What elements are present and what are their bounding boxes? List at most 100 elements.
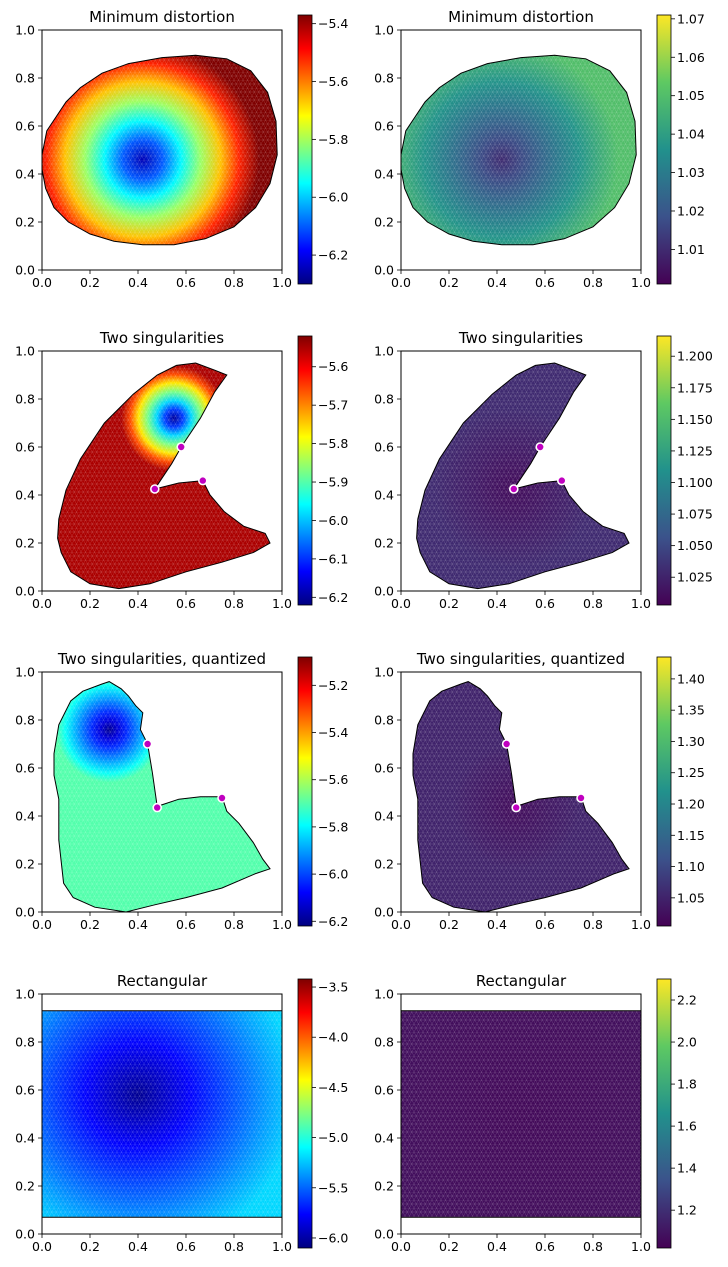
colorbar-tick-label: 1.8 (677, 1077, 697, 1092)
y-tick-label: 1.0 (374, 344, 394, 359)
colorbar-gradient (297, 14, 313, 285)
y-tick-label: 0.8 (15, 1035, 35, 1050)
colorbar-tick-label: 1.30 (677, 734, 705, 749)
y-tick-label: 0.8 (374, 713, 394, 728)
y-tick-label: 0.4 (15, 809, 35, 824)
colorbar-tick-label: −5.6 (318, 359, 348, 374)
y-tick-label: 0.4 (15, 488, 35, 503)
x-tick-label: 0.0 (391, 1239, 411, 1254)
y-tick-label: 0.2 (15, 857, 35, 872)
y-tick-label: 0.4 (15, 167, 35, 182)
colorbar-tick-label: 1.04 (677, 127, 705, 142)
subplot-2: 0.0 0.2 0.4 0.6 0.8 1.0 0.0 0.2 0.4 0.6 0.8 1.0 Mini… (374, 8, 705, 290)
singularity-point (198, 475, 208, 486)
subplot-7: 0.0 0.2 0.4 0.6 0.8 1.0 0.0 0.2 0.4 0.6 0.8 1.0 Rect… (15, 972, 348, 1254)
x-tick-label: 1.0 (631, 1239, 651, 1254)
y-tick-label: 0.8 (15, 392, 35, 407)
singularity-point (511, 802, 522, 813)
singularity-point (508, 484, 519, 494)
subplot-title: Two singularities, quantized (416, 650, 625, 668)
y-tick-label: 0.2 (374, 1179, 394, 1194)
colorbar-tick-label: −5.5 (318, 1180, 348, 1195)
x-tick-label: 0.4 (487, 917, 507, 932)
heatmap-field (42, 1010, 282, 1218)
y-tick-label: 0.6 (15, 761, 35, 776)
heatmap-field (54, 681, 270, 912)
colorbar-tick-label: 1.05 (677, 890, 705, 905)
colorbar-tick-label: −6.2 (318, 590, 348, 605)
x-tick-label: 0.2 (439, 596, 459, 611)
colorbar-tick-label: 1.075 (677, 507, 713, 522)
colorbar-tick-label: 1.06 (677, 50, 705, 65)
y-tick-label: 0.0 (374, 905, 394, 920)
y-tick-label: 0.0 (15, 905, 35, 920)
colorbar-tick-label: −6.0 (318, 190, 348, 205)
x-tick-label: 0.6 (176, 596, 196, 611)
heatmap-field (401, 1010, 641, 1218)
colorbar-tick-label: 1.050 (677, 538, 713, 553)
domain-boundary (53, 681, 271, 913)
x-tick-label: 0.0 (32, 917, 52, 932)
x-tick-label: 0.4 (128, 917, 148, 932)
colorbar: 1.40 1.35 1.30 1.25 1.20 1.15 1.10 1.05 (656, 656, 705, 927)
x-tick-label: 0.2 (439, 917, 459, 932)
x-tick-label: 0.8 (583, 917, 603, 932)
domain-boundary (41, 54, 278, 246)
colorbar-tick-label: −5.9 (318, 475, 348, 490)
colorbar-tick-label: 1.2 (677, 1203, 697, 1218)
heatmap-field (401, 55, 637, 245)
singularity-point (501, 739, 512, 749)
colorbar-tick-label: 1.150 (677, 412, 713, 427)
y-tick-label: 0.0 (374, 263, 394, 278)
colorbar-tick-label: 1.07 (677, 11, 705, 26)
subplot-title: Two singularities (458, 329, 583, 347)
x-tick-label: 0.0 (391, 596, 411, 611)
x-tick-label: 0.4 (487, 596, 507, 611)
colorbar-tick-label: −5.4 (318, 16, 348, 31)
axes-frame (41, 993, 283, 1235)
x-tick-label: 0.2 (80, 275, 100, 290)
x-tick-label: 0.0 (391, 917, 411, 932)
colorbar-tick-label: −5.8 (318, 819, 348, 834)
x-tick-label: 0.2 (439, 1239, 459, 1254)
x-tick-label: 0.8 (583, 275, 603, 290)
singularity-point (535, 442, 546, 452)
y-tick-label: 0.2 (374, 215, 394, 230)
colorbar-tick-label: 1.125 (677, 443, 713, 458)
colorbar: −5.6 −5.7 −5.8 −5.9 −6.0 −6.1 −6.2 (297, 335, 348, 606)
x-tick-label: 0.6 (176, 917, 196, 932)
y-tick-label: 0.8 (15, 71, 35, 86)
singularity-point (152, 802, 162, 813)
domain-boundary (400, 54, 637, 246)
y-tick-label: 0.8 (15, 713, 35, 728)
singularity-point (150, 484, 160, 494)
x-tick-label: 1.0 (631, 917, 651, 932)
colorbar-tick-label: 1.05 (677, 88, 705, 103)
colorbar-tick-label: 1.02 (677, 203, 705, 218)
x-tick-label: 0.8 (224, 1239, 244, 1254)
singularity-point (556, 475, 567, 486)
y-tick-label: 0.6 (374, 1083, 394, 1098)
colorbar-gradient (656, 656, 672, 927)
colorbar-tick-label: 1.25 (677, 765, 705, 780)
x-tick-label: 1.0 (272, 917, 292, 932)
y-tick-label: 0.4 (374, 167, 394, 182)
x-tick-label: 0.2 (80, 596, 100, 611)
x-tick-label: 0.4 (487, 1239, 507, 1254)
colorbar-tick-label: 1.025 (677, 570, 713, 585)
colorbar-tick-label: −5.6 (318, 772, 348, 787)
y-tick-label: 0.0 (374, 1227, 394, 1242)
y-tick-label: 1.0 (15, 23, 35, 38)
colorbar-gradient (656, 335, 672, 606)
colorbar-gradient (297, 335, 313, 606)
colorbar-tick-label: −5.0 (318, 1130, 348, 1145)
axes-frame (400, 350, 642, 592)
colorbar-tick-label: −6.0 (318, 1230, 348, 1245)
y-tick-label: 0.2 (374, 536, 394, 551)
axes-frame (400, 993, 642, 1235)
x-tick-label: 0.6 (176, 275, 196, 290)
subplot-title: Two singularities, quantized (57, 650, 266, 668)
subplot-8: 0.0 0.2 0.4 0.6 0.8 1.0 0.0 0.2 0.4 0.6 0.8 1.0 Rect… (374, 972, 697, 1254)
y-tick-label: 0.4 (374, 1131, 394, 1146)
